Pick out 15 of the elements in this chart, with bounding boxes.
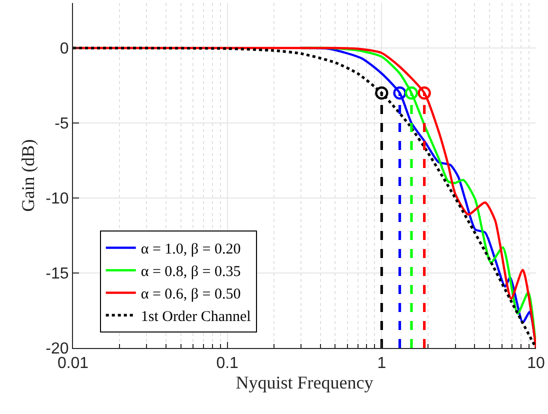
x-tick-label: 10 <box>527 355 545 372</box>
x-tick-label: 0.1 <box>216 355 239 372</box>
x-tick-label: 1 <box>377 355 386 372</box>
y-tick-label: -5 <box>54 116 69 133</box>
legend-label: α = 1.0, β = 0.20 <box>140 242 241 258</box>
legend-label: α = 0.8, β = 0.35 <box>140 264 241 280</box>
y-tick-label: -10 <box>46 190 69 208</box>
x-tick-label: 0.01 <box>57 355 89 372</box>
x-axis-title: Nyquist Frequency <box>236 372 374 392</box>
y-axis-title: Gain (dB) <box>18 139 38 212</box>
legend-label: α = 0.6, β = 0.50 <box>140 286 241 303</box>
y-tick-label: 0 <box>60 40 69 58</box>
legend-label: 1st Order Channel <box>140 309 251 326</box>
y-tick-label: -20 <box>46 340 69 358</box>
y-tick-label: -15 <box>46 266 69 283</box>
